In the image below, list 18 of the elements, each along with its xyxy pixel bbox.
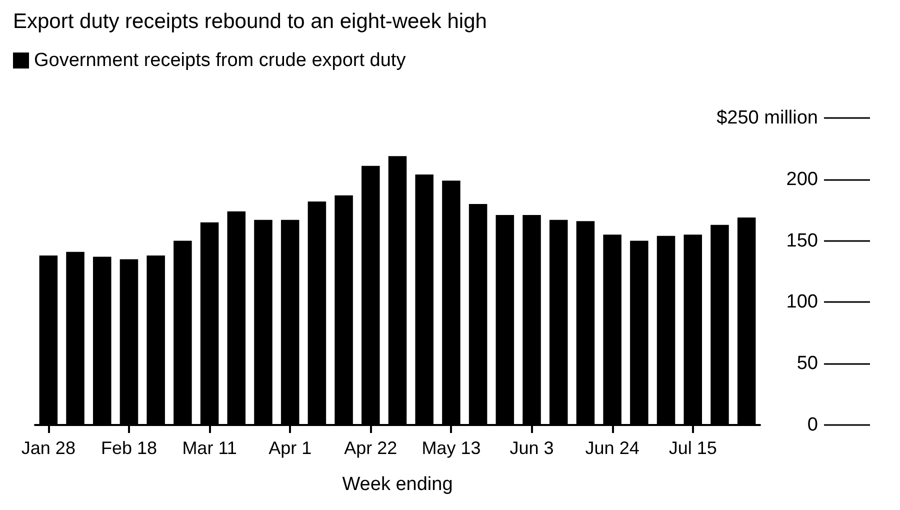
y-tick-label: $250 million [716,108,818,128]
x-tick-label: May 13 [422,438,481,458]
chart-title: Export duty receipts rebound to an eight-week high [13,10,487,33]
x-tick-label: Apr 1 [268,438,312,458]
y-tick-label: 100 [786,292,818,313]
x-tick-label: Feb 18 [100,438,158,458]
y-tick-label: 50 [796,353,818,374]
x-tick-label: Apr 22 [344,438,398,458]
x-tick-label: Jun 3 [510,438,554,458]
y-tick-label: 0 [807,414,818,436]
y-tick-label: 150 [786,230,818,252]
x-tick-label: Jun 24 [585,438,640,458]
x-axis-title: Week ending [342,474,453,495]
x-tick-label: Jan 28 [21,438,76,458]
x-tick-label: Mar 11 [182,438,237,458]
y-tick-label: 200 [786,168,818,190]
x-tick-label: Jul 15 [668,438,717,458]
legend-label: Government receipts from crude export duty [34,50,406,71]
